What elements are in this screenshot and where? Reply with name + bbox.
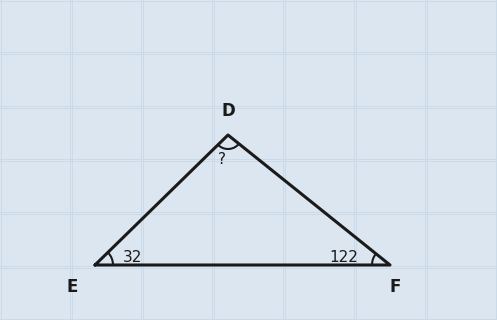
Text: D: D (221, 102, 235, 120)
Text: 32: 32 (123, 251, 142, 266)
Text: 122: 122 (329, 251, 358, 266)
Text: F: F (389, 278, 401, 296)
Text: ?: ? (218, 152, 226, 167)
Text: E: E (66, 278, 78, 296)
